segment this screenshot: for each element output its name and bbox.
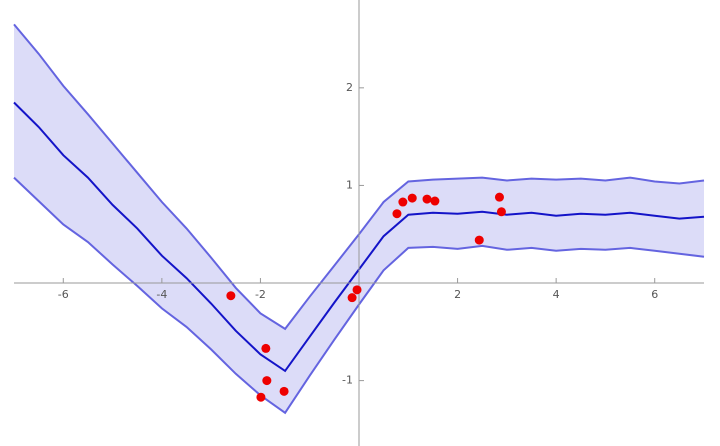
data-point xyxy=(422,194,432,204)
data-point xyxy=(430,196,440,206)
data-point xyxy=(392,209,402,219)
data-point xyxy=(279,386,289,396)
y-tick-label: 2 xyxy=(346,81,353,94)
data-point xyxy=(226,291,236,301)
y-tick-label: 1 xyxy=(346,178,353,191)
x-tick-label: -4 xyxy=(156,288,167,301)
data-point xyxy=(261,343,271,353)
data-point xyxy=(347,293,357,303)
confidence-band xyxy=(14,24,704,413)
x-tick-label: 4 xyxy=(553,288,560,301)
data-point xyxy=(496,207,506,217)
data-point xyxy=(494,192,504,202)
x-tick-label: 6 xyxy=(651,288,658,301)
x-tick-label: 2 xyxy=(454,288,461,301)
data-point xyxy=(352,285,362,295)
data-point xyxy=(407,193,417,203)
data-point xyxy=(256,392,266,402)
data-point xyxy=(398,197,408,207)
y-tick-label: -1 xyxy=(342,374,353,387)
x-tick-label: -6 xyxy=(58,288,69,301)
x-tick-label: -2 xyxy=(255,288,266,301)
data-point xyxy=(474,235,484,245)
data-point xyxy=(262,376,272,386)
